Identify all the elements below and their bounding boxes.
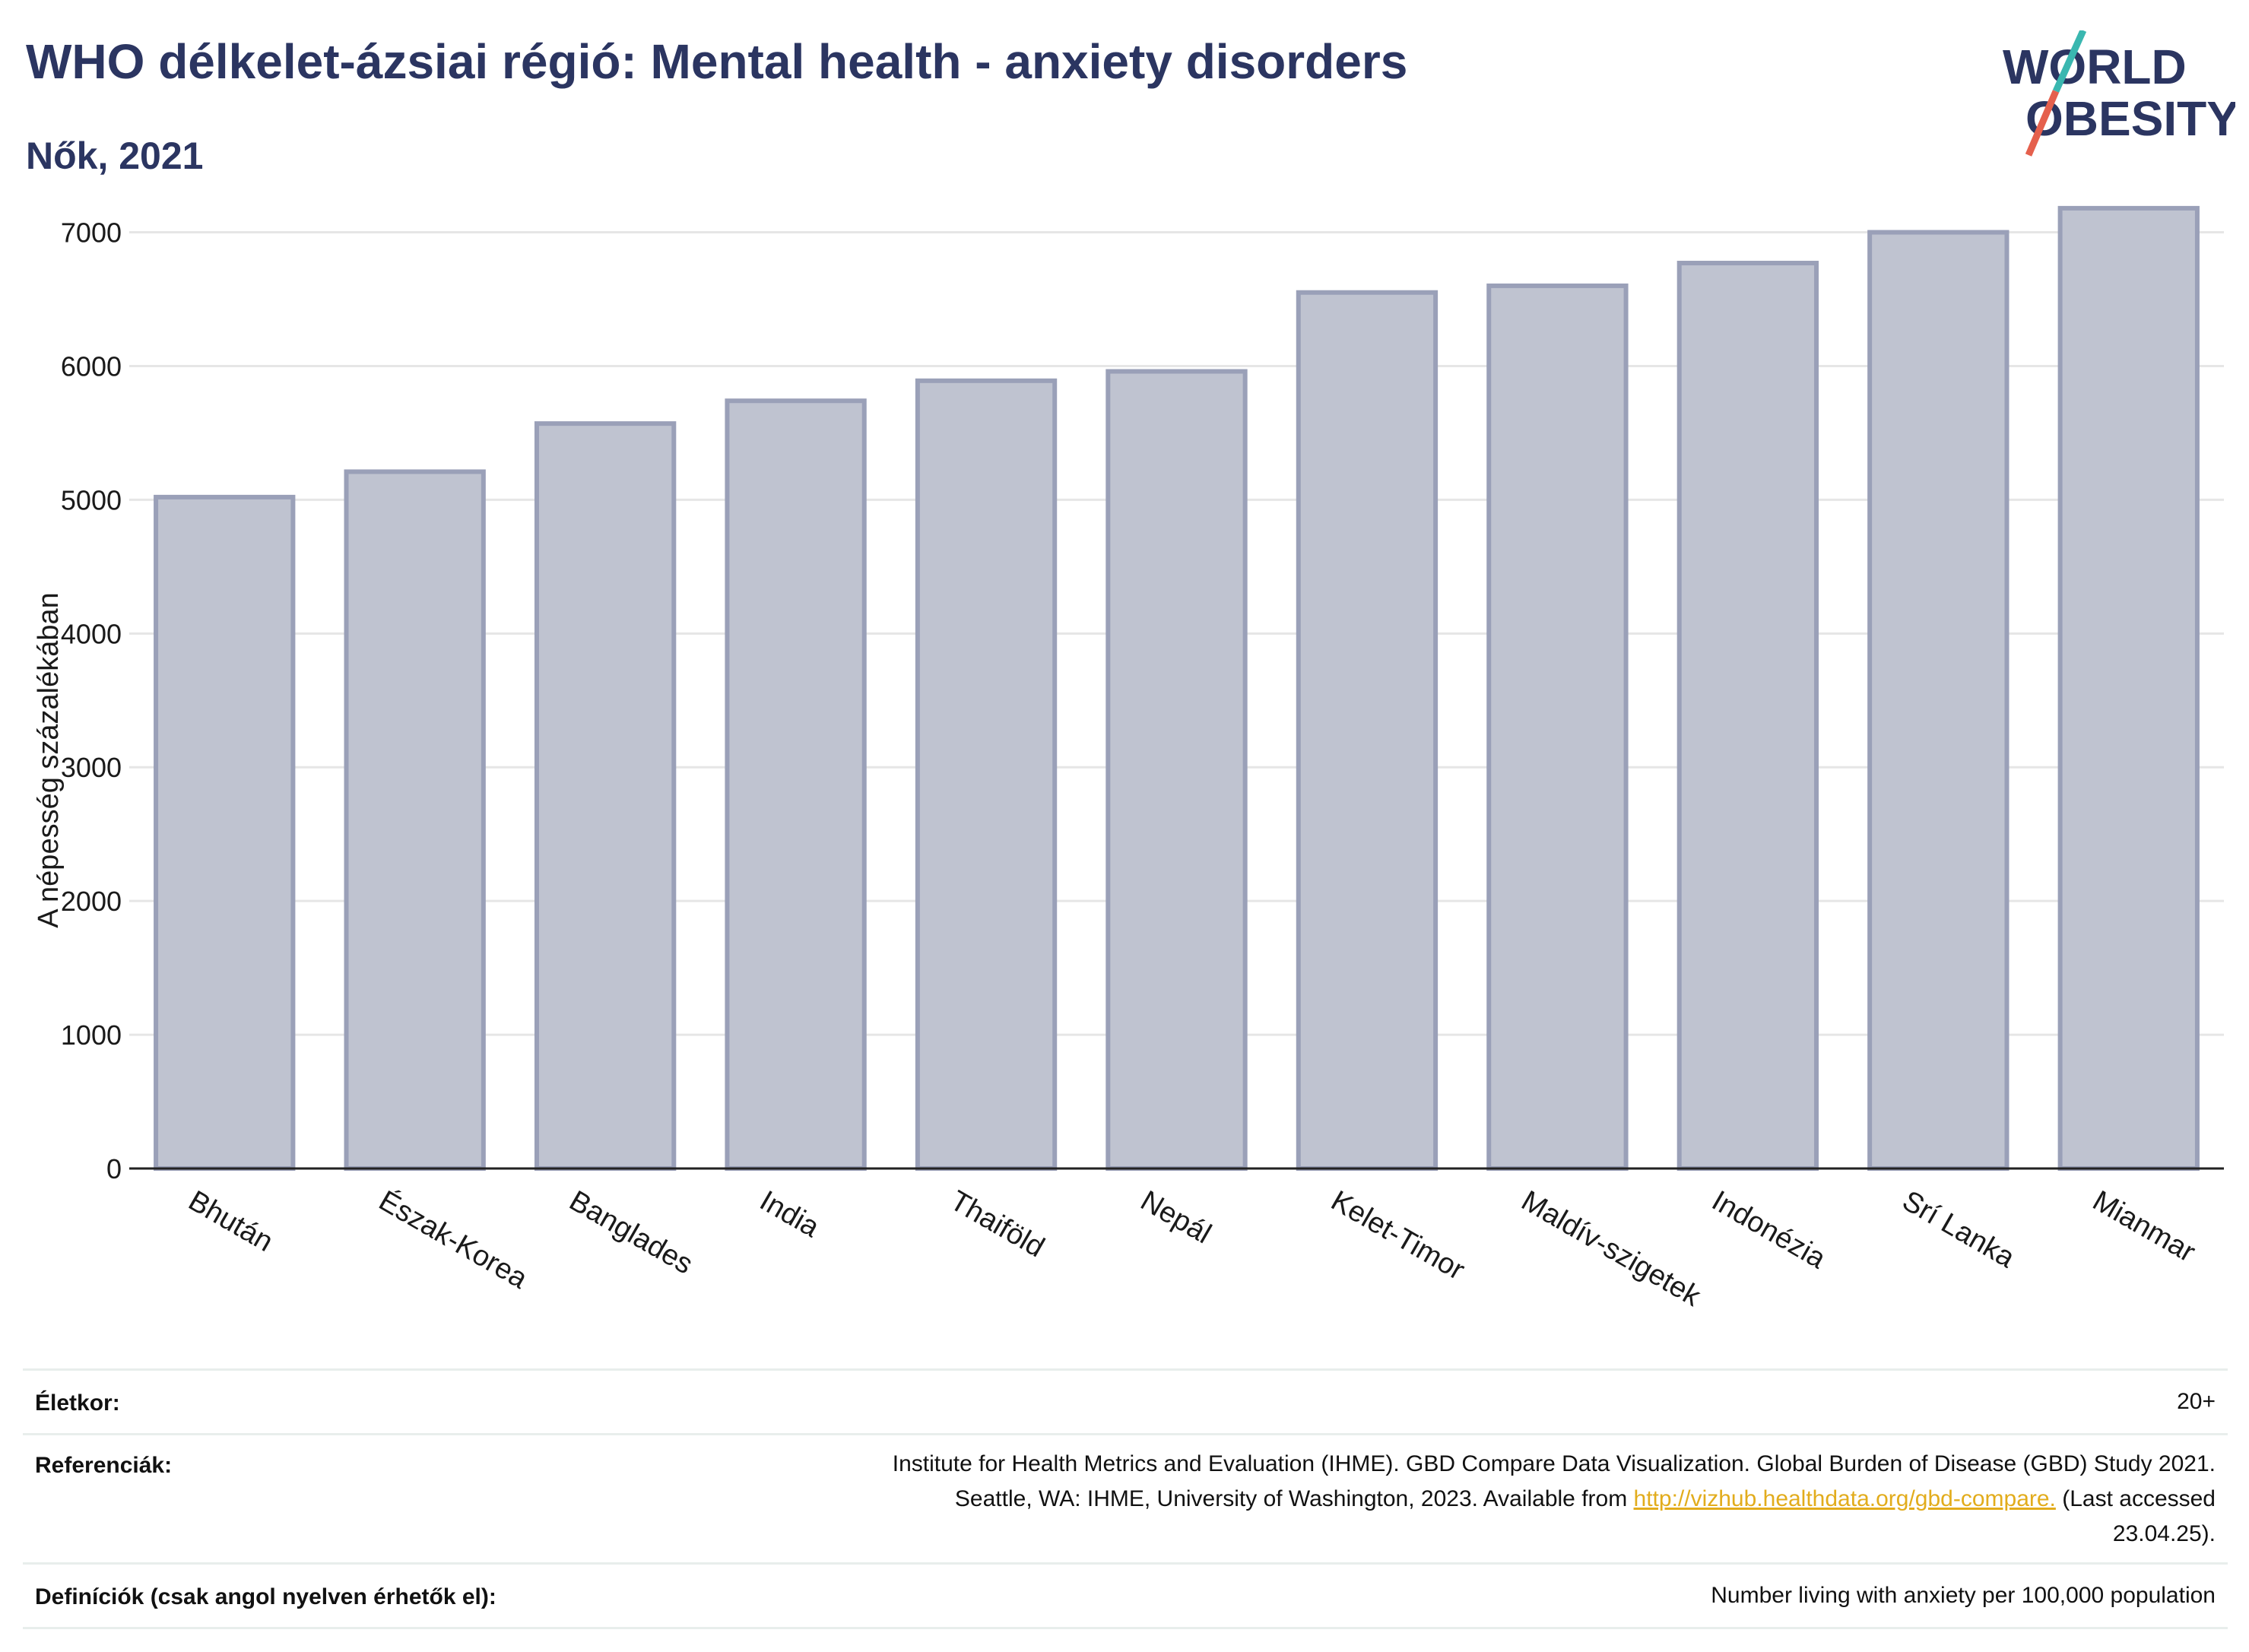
bar-2 <box>534 421 677 1171</box>
bars <box>154 205 2200 1172</box>
references-label: Referenciák: <box>35 1453 173 1478</box>
references-line-2: Seattle, WA: IHME, University of Washing… <box>893 1482 2216 1517</box>
y-axis-label: A népesség százalékában <box>33 592 65 928</box>
x-tick-labels: Bhután Észak-Korea Banglades India Thaiföld N… <box>183 1184 2201 1314</box>
y-tick-label: 7000 <box>61 217 122 249</box>
logo-slash-teal <box>2052 30 2087 93</box>
y-tick-label: 4000 <box>61 618 122 649</box>
y-tick-label: 2000 <box>61 886 122 917</box>
bar-1 <box>344 469 486 1171</box>
y-tick-label: 3000 <box>61 752 122 783</box>
bar-10 <box>2057 205 2200 1171</box>
y-tick-label: 0 <box>106 1153 122 1184</box>
bar-6 <box>1296 290 1439 1171</box>
x-tick-label: Kelet-Timor <box>1325 1184 1470 1286</box>
bar-chart: 0 1000 2000 3000 4000 5000 6000 7000 Bhután Észa… <box>33 205 2224 1314</box>
references-value: Institute for Health Metrics and Evaluat… <box>893 1447 2216 1552</box>
bar-0 <box>154 494 296 1171</box>
bar-5 <box>1105 369 1248 1172</box>
y-tick-label: 1000 <box>61 1019 122 1051</box>
definitions-value: Number living with anxiety per 100,000 p… <box>1711 1583 2216 1608</box>
age-value: 20+ <box>2177 1389 2216 1414</box>
logo-line-2: OBESITY <box>2025 91 2235 146</box>
x-tick-label: Maldív-szigetek <box>1516 1184 1706 1313</box>
x-tick-label: Banglades <box>564 1184 699 1280</box>
meta-row-age: Életkor: 20+ <box>23 1368 2228 1435</box>
definitions-label: Definíciók (csak angol nyelven érhetők e… <box>35 1584 496 1609</box>
x-tick-label: Mianmar <box>2087 1184 2200 1268</box>
chart-subtitle: Nők, 2021 <box>26 135 204 177</box>
meta-row-references: Referenciák: Institute for Health Metric… <box>23 1433 2228 1565</box>
references-link[interactable]: http://vizhub.healthdata.org/gbd-compare… <box>1633 1486 2056 1511</box>
references-line-3: 23.04.25). <box>2112 1521 2216 1546</box>
bar-7 <box>1486 283 1629 1172</box>
chart-title: WHO délkelet-ázsiai régió: Mental health… <box>26 34 1408 89</box>
y-tick-label: 5000 <box>61 484 122 515</box>
x-tick-label: India <box>754 1184 825 1244</box>
age-label: Életkor: <box>35 1390 120 1416</box>
x-tick-label: Srí Lanka <box>1897 1184 2021 1274</box>
references-text: Seattle, WA: IHME, University of Washing… <box>954 1486 1634 1511</box>
y-tick-labels: 0 1000 2000 3000 4000 5000 6000 7000 <box>61 217 122 1184</box>
references-text-end: (Last accessed <box>2055 1486 2216 1511</box>
x-tick-label: Nepál <box>1135 1184 1216 1250</box>
x-tick-label: Thaiföld <box>945 1184 1050 1264</box>
bar-8 <box>1676 261 1819 1171</box>
y-tick-label: 6000 <box>61 350 122 382</box>
meta-row-definitions: Definíciók (csak angol nyelven érhetők e… <box>23 1565 2228 1629</box>
x-tick-label: Észak-Korea <box>373 1184 534 1295</box>
world-obesity-logo: WORLD OBESITY <box>2003 30 2235 157</box>
x-tick-label: Indonézia <box>1706 1184 1831 1275</box>
references-line-1: Institute for Health Metrics and Evaluat… <box>892 1451 2216 1476</box>
logo-slash-red <box>2025 90 2060 157</box>
x-tick-label: Bhután <box>183 1184 278 1258</box>
bar-3 <box>725 398 867 1171</box>
bar-9 <box>1867 230 2010 1172</box>
logo-line-1: WORLD <box>2003 40 2187 94</box>
bar-4 <box>915 378 1058 1172</box>
